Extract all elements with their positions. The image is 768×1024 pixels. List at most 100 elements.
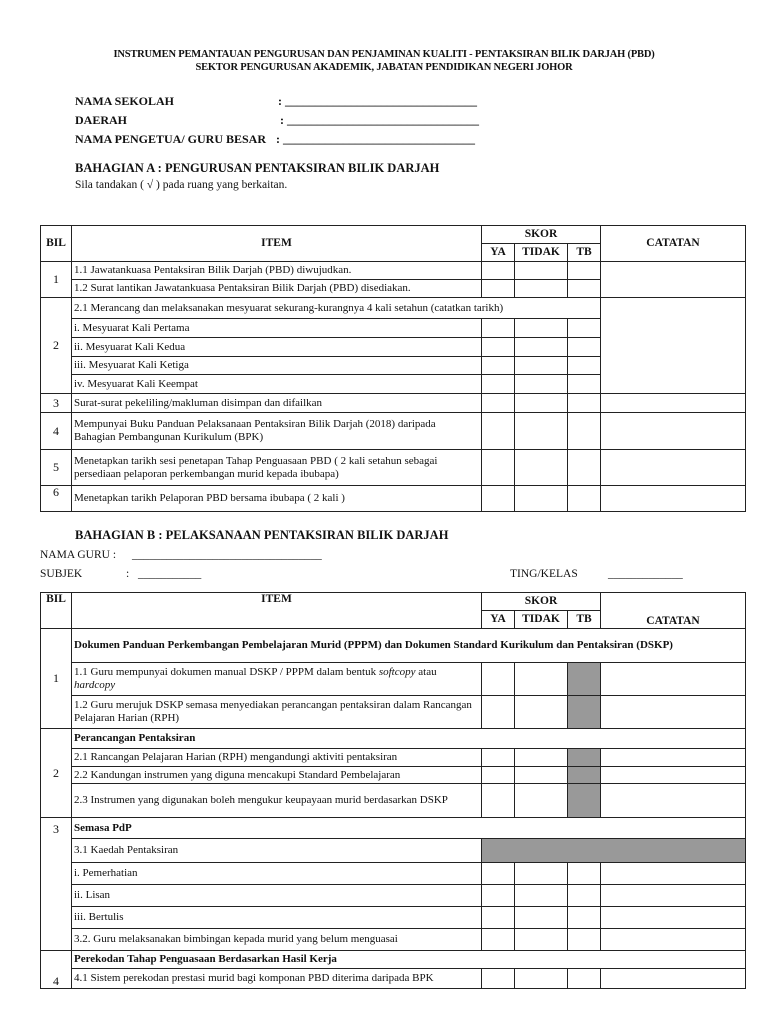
catatan-field[interactable] xyxy=(600,968,746,989)
column-header-tb: TB xyxy=(567,243,601,262)
checkbox-ya[interactable] xyxy=(481,783,515,818)
nama-guru-field[interactable]: _________________________________ xyxy=(132,549,322,561)
checkbox-tb[interactable] xyxy=(567,261,601,280)
section-b-table-viewport: BIL ITEM SKOR CATATAN YA TIDAK TB 1 Dokumen Pand… xyxy=(0,592,768,990)
checkbox-tb[interactable] xyxy=(567,356,601,375)
item-text: 1.2 Guru merujuk DSKP semasa menyediakan… xyxy=(71,695,482,729)
checkbox-ya[interactable] xyxy=(481,356,515,375)
field-nama-sekolah[interactable]: : ________________________________ xyxy=(278,94,477,108)
checkbox-tidak[interactable] xyxy=(514,862,568,885)
table-row: ii. Lisan xyxy=(41,884,746,907)
checkbox-tidak[interactable] xyxy=(514,374,568,394)
checkbox-ya[interactable] xyxy=(481,449,515,486)
checkbox-tb[interactable] xyxy=(567,968,601,989)
catatan-field[interactable] xyxy=(600,783,746,818)
table-row: 3 Surat-surat pekeliling/makluman disimpa… xyxy=(40,393,746,413)
checkbox-ya[interactable] xyxy=(481,374,515,394)
item-text: i. Pemerhatian xyxy=(71,862,482,885)
item-text: 2.2 Kandungan instrumen yang diguna menc… xyxy=(71,766,482,784)
catatan-field[interactable] xyxy=(600,906,746,929)
section-title: Semasa PdP xyxy=(71,817,746,839)
subjek-field[interactable]: ___________ xyxy=(138,568,202,580)
checkbox-ya[interactable] xyxy=(481,748,515,767)
checkbox-ya[interactable] xyxy=(481,928,515,951)
checkbox-tb[interactable] xyxy=(567,862,601,885)
catatan-field[interactable] xyxy=(600,862,746,885)
catatan-field[interactable] xyxy=(600,748,746,767)
column-header-catatan: CATATAN xyxy=(600,592,746,629)
checkbox-tidak[interactable] xyxy=(514,412,568,450)
field-label-nama-sekolah: NAMA SEKOLAH xyxy=(75,94,175,108)
catatan-field[interactable] xyxy=(600,662,746,696)
checkbox-ya[interactable] xyxy=(481,906,515,929)
table-row: 2.3 Instrumen yang digunakan boleh mengu… xyxy=(41,783,746,818)
checkbox-tidak[interactable] xyxy=(514,318,568,338)
checkbox-ya[interactable] xyxy=(481,393,515,413)
checkbox-ya[interactable] xyxy=(481,279,515,298)
catatan-field[interactable] xyxy=(600,695,746,729)
bil-number: 4 xyxy=(40,412,72,450)
checkbox-ya[interactable] xyxy=(481,485,515,512)
checkbox-tb[interactable] xyxy=(567,393,601,413)
checkbox-ya[interactable] xyxy=(481,318,515,338)
checkbox-tidak[interactable] xyxy=(514,766,568,784)
checkbox-tb[interactable] xyxy=(567,374,601,394)
catatan-field[interactable] xyxy=(600,766,746,784)
section-title-row: 2 Perancangan Pentaksiran xyxy=(40,728,746,818)
subjek-label: SUBJEK xyxy=(40,568,83,580)
checkbox-tidak[interactable] xyxy=(514,928,568,951)
checkbox-tidak[interactable] xyxy=(514,279,568,298)
checkbox-tb[interactable] xyxy=(567,906,601,929)
catatan-field[interactable] xyxy=(600,449,746,486)
checkbox-tidak[interactable] xyxy=(514,261,568,280)
checkbox-tb[interactable] xyxy=(567,884,601,907)
table-row: 3.1 Kaedah Pentaksiran xyxy=(41,838,746,863)
checkbox-tb[interactable] xyxy=(567,337,601,357)
catatan-field[interactable] xyxy=(600,297,746,394)
catatan-field[interactable] xyxy=(600,393,746,413)
checkbox-ya[interactable] xyxy=(481,862,515,885)
catatan-field[interactable] xyxy=(600,884,746,907)
catatan-field[interactable] xyxy=(600,485,746,512)
checkbox-ya[interactable] xyxy=(481,261,515,280)
item-text: 1.1 Guru mempunyai dokumen manual DSKP /… xyxy=(71,662,482,696)
checkbox-tb[interactable] xyxy=(567,485,601,512)
field-daerah[interactable]: : ________________________________ xyxy=(280,113,479,127)
checkbox-tidak[interactable] xyxy=(514,449,568,486)
section-title: Perancangan Pentaksiran xyxy=(71,728,746,749)
checkbox-ya[interactable] xyxy=(481,884,515,907)
checkbox-tidak[interactable] xyxy=(514,906,568,929)
checkbox-tidak[interactable] xyxy=(514,783,568,818)
item-text: 3.1 Kaedah Pentaksiran xyxy=(71,838,482,863)
checkbox-ya[interactable] xyxy=(481,412,515,450)
ting-kelas-label: TING/KELAS xyxy=(510,568,578,580)
checkbox-tidak[interactable] xyxy=(514,748,568,767)
catatan-field[interactable] xyxy=(600,261,746,298)
checkbox-tb[interactable] xyxy=(567,318,601,338)
checkbox-tidak[interactable] xyxy=(514,393,568,413)
section-title-row: 3 Semasa PdP xyxy=(40,817,746,951)
catatan-field[interactable] xyxy=(600,412,746,450)
field-pengetua[interactable]: : ________________________________ xyxy=(276,132,475,146)
ting-kelas-field[interactable]: _____________ xyxy=(608,568,683,580)
catatan-field[interactable] xyxy=(600,928,746,951)
checkbox-tidak[interactable] xyxy=(514,337,568,357)
checkbox-ya[interactable] xyxy=(481,337,515,357)
checkbox-ya[interactable] xyxy=(481,766,515,784)
checkbox-ya[interactable] xyxy=(481,695,515,729)
checkbox-tidak[interactable] xyxy=(514,968,568,989)
checkbox-tidak[interactable] xyxy=(514,485,568,512)
checkbox-ya[interactable] xyxy=(481,662,515,696)
checkbox-tb[interactable] xyxy=(567,412,601,450)
checkbox-ya[interactable] xyxy=(481,968,515,989)
checkbox-tb[interactable] xyxy=(567,449,601,486)
checkbox-tb[interactable] xyxy=(567,279,601,298)
field-label-pengetua: NAMA PENGETUA/ GURU BESAR xyxy=(75,132,267,146)
checkbox-tidak[interactable] xyxy=(514,884,568,907)
checkbox-tb[interactable] xyxy=(567,928,601,951)
checkbox-tidak[interactable] xyxy=(514,662,568,696)
bil-number: 2 xyxy=(40,297,72,394)
checkbox-tidak[interactable] xyxy=(514,695,568,729)
bil-number: 2 xyxy=(40,728,72,818)
checkbox-tidak[interactable] xyxy=(514,356,568,375)
